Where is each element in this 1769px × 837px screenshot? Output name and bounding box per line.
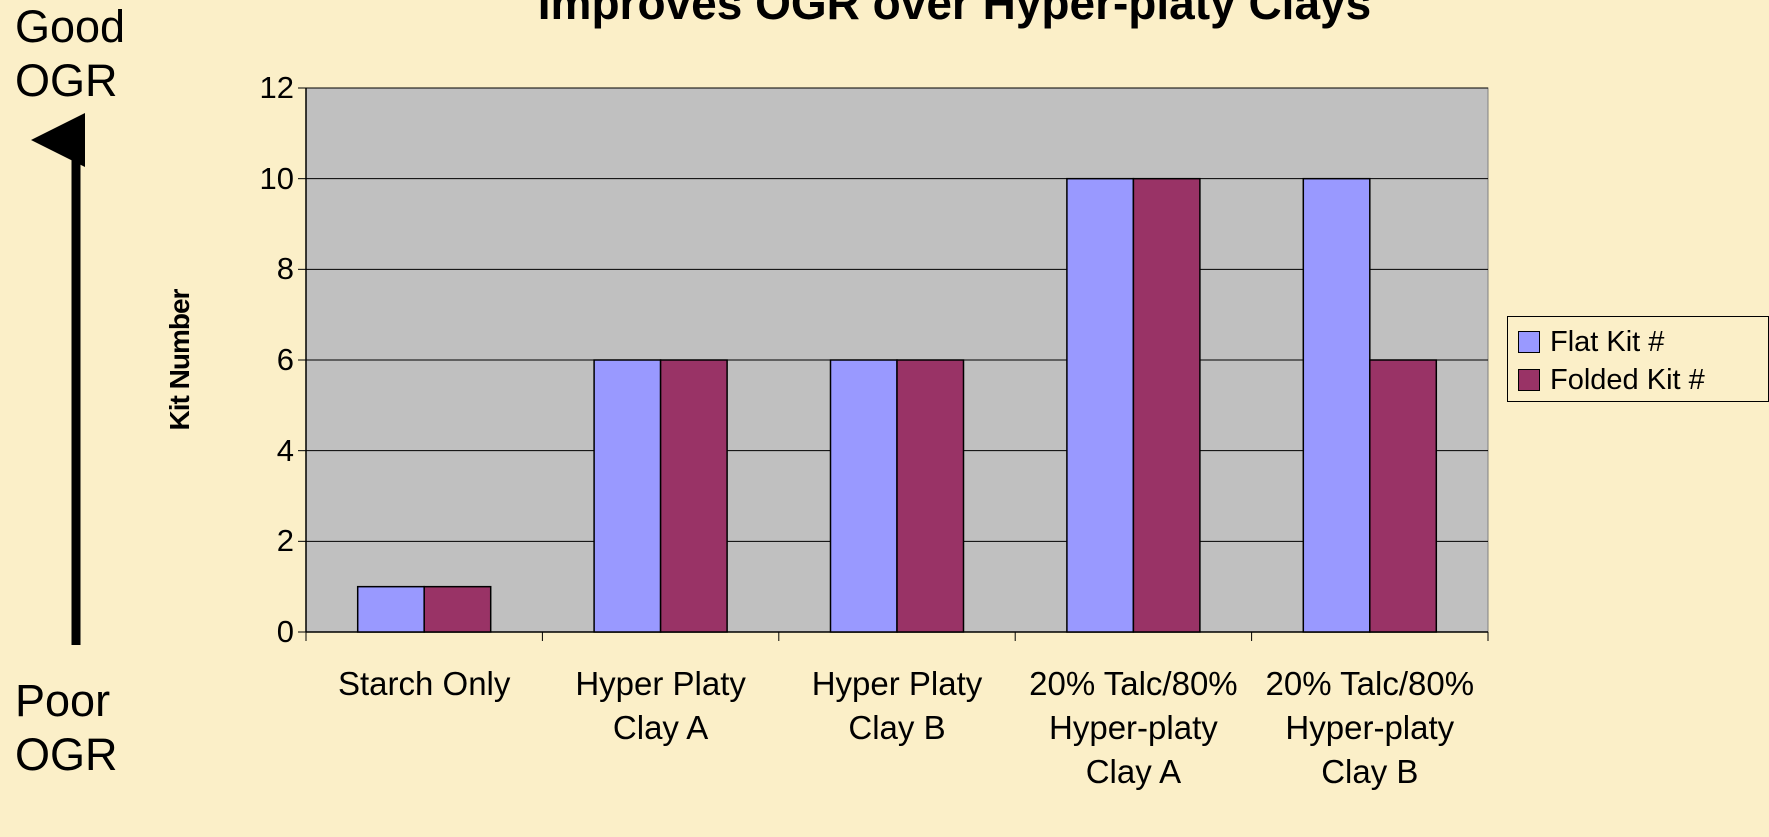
- bar: [896, 359, 965, 633]
- x-tick-label: Hyper Platy Clay A: [575, 665, 746, 746]
- legend-label: Flat Kit #: [1550, 325, 1665, 358]
- y-tick-label: 4: [276, 432, 294, 468]
- bar: [1132, 177, 1201, 633]
- legend-entry: Folded Kit #: [1508, 361, 1768, 399]
- annotation: Good OGR: [15, 1, 126, 106]
- x-tick-label: 20% Talc/80% Hyper-platy Clay A: [1029, 665, 1238, 790]
- chart-title: Improves OGR over Hyper-platy Clays: [537, 0, 1372, 29]
- bar: [1369, 359, 1438, 633]
- legend-entry: Flat Kit #: [1508, 323, 1768, 361]
- x-tick-label: Starch Only: [337, 665, 511, 702]
- x-tick-label: 20% Talc/80% Hyper-platy Clay B: [1265, 665, 1475, 790]
- bar: [1302, 177, 1371, 633]
- bar: [356, 585, 425, 633]
- x-tick-label: Hyper Platy Clay B: [811, 665, 983, 746]
- bar: [659, 359, 728, 633]
- legend: Flat Kit # Folded Kit #: [1507, 316, 1769, 402]
- bar: [593, 359, 662, 633]
- y-tick-label: 12: [259, 70, 294, 105]
- legend-label: Folded Kit #: [1550, 363, 1705, 396]
- legend-swatch: [1518, 369, 1540, 391]
- y-tick-label: 8: [276, 251, 294, 287]
- legend-swatch: [1518, 331, 1540, 353]
- bar: [829, 359, 898, 633]
- y-tick-label: 2: [276, 523, 294, 559]
- y-tick-label: 6: [276, 342, 294, 377]
- y-axis-label: Kit Number: [164, 289, 195, 431]
- y-tick-label: 0: [276, 614, 294, 649]
- annotation: Poor OGR: [15, 675, 118, 780]
- bar: [423, 585, 492, 633]
- bar: [1066, 177, 1135, 633]
- y-tick-label: 10: [259, 160, 294, 196]
